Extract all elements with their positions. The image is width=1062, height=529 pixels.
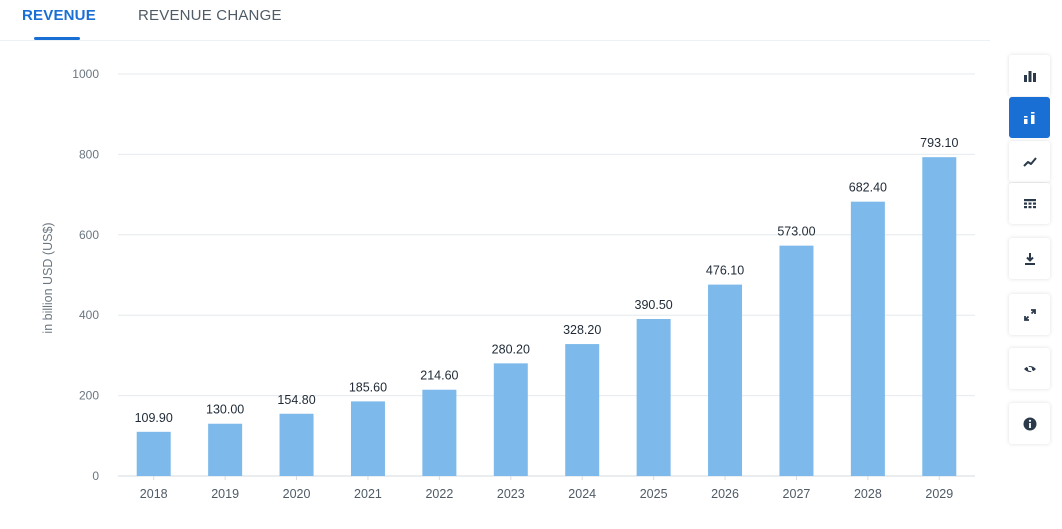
y-tick-label: 0 xyxy=(92,469,99,483)
y-tick-label: 200 xyxy=(79,389,99,403)
data-label-2019: 130.00 xyxy=(206,403,244,417)
y-axis-ticks: 0 200 400 600 800 1000 xyxy=(72,67,99,483)
bar-2028[interactable] xyxy=(850,201,885,476)
data-label-2022: 214.60 xyxy=(420,369,458,383)
bar-2020[interactable] xyxy=(279,413,314,476)
bar-2021[interactable] xyxy=(350,401,385,476)
bar-2024[interactable] xyxy=(565,344,600,476)
info-button[interactable] xyxy=(1009,403,1050,444)
data-label-2029: 793.10 xyxy=(920,136,958,150)
bar-chart-icon xyxy=(1023,70,1036,82)
y-tick-label: 1000 xyxy=(72,67,99,81)
x-tick-label-2018: 2018 xyxy=(140,487,168,501)
y-tick-label: 800 xyxy=(79,147,99,161)
table-button[interactable] xyxy=(1009,183,1050,224)
bar-2022[interactable] xyxy=(422,389,457,476)
data-label-2020: 154.80 xyxy=(277,393,315,407)
x-tick-label-2026: 2026 xyxy=(711,487,739,501)
data-label-2028: 682.40 xyxy=(849,181,887,195)
tab-revenue-change[interactable]: REVENUE CHANGE xyxy=(138,7,282,24)
data-label-2025: 390.50 xyxy=(635,298,673,312)
x-tick-label-2028: 2028 xyxy=(854,487,882,501)
x-tick-label-2021: 2021 xyxy=(354,487,382,501)
hide-icon xyxy=(1023,362,1036,375)
gridlines xyxy=(118,73,975,477)
data-label-2023: 280.20 xyxy=(492,342,530,356)
bar-chart-labels-button[interactable] xyxy=(1009,97,1050,138)
revenue-bar-chart: 0 200 400 600 800 1000 109.90 130.00 154.80 185.… xyxy=(41,67,975,501)
data-label-2026: 476.10 xyxy=(706,264,744,278)
data-label-2024: 328.20 xyxy=(563,323,601,337)
data-labels: 109.90 130.00 154.80 185.60 214.60 280.20 328.… xyxy=(135,136,959,425)
x-tick-label-2022: 2022 xyxy=(425,487,453,501)
bar-chart-labels-icon xyxy=(1023,111,1034,124)
line-chart-button[interactable] xyxy=(1009,141,1050,182)
x-tick-label-2029: 2029 xyxy=(925,487,953,501)
bar-2025[interactable] xyxy=(636,319,671,476)
download-button[interactable] xyxy=(1009,238,1050,279)
data-label-2021: 185.60 xyxy=(349,380,387,394)
x-tick-label-2025: 2025 xyxy=(640,487,668,501)
x-tick-label-2024: 2024 xyxy=(568,487,596,501)
tab-revenue[interactable]: REVENUE xyxy=(22,7,96,24)
bars xyxy=(136,157,957,476)
x-tick-label-2019: 2019 xyxy=(211,487,239,501)
bar-2018[interactable] xyxy=(136,431,171,476)
tab-bar: REVENUE REVENUE CHANGE xyxy=(0,0,990,41)
bar-2027[interactable] xyxy=(779,245,814,476)
data-label-2018: 109.90 xyxy=(135,411,173,425)
x-tick-label-2027: 2027 xyxy=(783,487,811,501)
y-tick-label: 400 xyxy=(79,308,99,322)
bar-2026[interactable] xyxy=(708,284,743,476)
fullscreen-icon xyxy=(1023,308,1036,321)
bar-2029[interactable] xyxy=(922,157,957,476)
bar-chart-button[interactable] xyxy=(1009,55,1050,96)
y-axis-label: in billion USD (US$) xyxy=(41,222,55,333)
x-axis-ticks: 2018 2019 2020 2021 2022 2023 2024 2025 2026 2027… xyxy=(140,476,953,501)
x-tick-label-2023: 2023 xyxy=(497,487,525,501)
hide-button[interactable] xyxy=(1009,348,1050,389)
data-label-2027: 573.00 xyxy=(777,225,815,239)
y-tick-label: 600 xyxy=(79,228,99,242)
bar-2019[interactable] xyxy=(208,423,243,476)
line-chart-icon xyxy=(1022,156,1037,167)
table-icon xyxy=(1023,198,1036,208)
info-icon xyxy=(1023,417,1036,430)
fullscreen-button[interactable] xyxy=(1009,294,1050,335)
download-icon xyxy=(1024,252,1035,265)
bar-2023[interactable] xyxy=(493,363,528,476)
x-tick-label-2020: 2020 xyxy=(283,487,311,501)
active-tab-indicator xyxy=(34,37,80,40)
